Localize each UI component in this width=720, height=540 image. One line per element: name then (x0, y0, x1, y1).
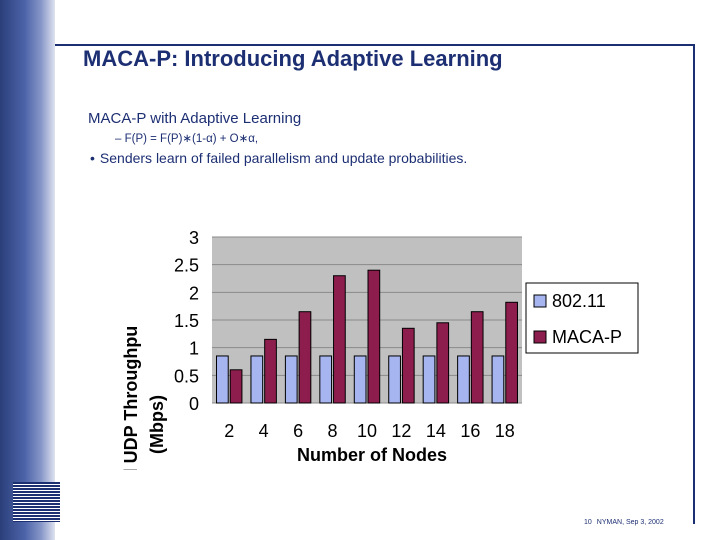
x-tick-label: 8 (328, 421, 338, 441)
x-tick-label: 18 (495, 421, 515, 441)
y-tick-label: 2.5 (174, 256, 199, 276)
legend-swatch-maca-p (533, 330, 547, 344)
legend-label-maca-p: MACA-P (552, 327, 622, 347)
y-tick-label: 0.5 (174, 366, 199, 386)
bar-802-11-2 (216, 355, 229, 404)
y-tick-label: 2 (189, 283, 199, 303)
bar-maca-p-10 (367, 269, 381, 404)
y-tick-labels: 0 0.5 1 1.5 2 2.5 3 (174, 228, 199, 414)
frame-right-rule (693, 44, 695, 524)
legend-label-802-11: 802.11 (552, 291, 606, 311)
gridlines (212, 236, 522, 404)
bar-802-11-4 (250, 355, 264, 404)
y-axis-label-line1: Total UDP Throughpu (121, 326, 141, 470)
x-axis-label: Number of Nodes (297, 445, 447, 465)
x-tick-label: 14 (426, 421, 446, 441)
footer: 10 NYMAN, Sep 3, 2002 (584, 519, 669, 526)
bullet-dot-icon: • (90, 150, 95, 166)
x-tick-label: 12 (391, 421, 411, 441)
bar-802-11-6 (284, 355, 298, 404)
bar-802-11-12 (388, 355, 401, 404)
bar-802-11-16 (457, 355, 470, 404)
footer-author-date: NYMAN, Sep 3, 2002 (596, 519, 664, 526)
bar-maca-p-18 (505, 301, 518, 404)
bar-802-11-14 (422, 355, 436, 404)
y-tick-label: 3 (189, 228, 199, 248)
throughput-chart: 0 0.5 1 1.5 2 2.5 3 2 4 6 8 10 12 14 16 18 Number of N… (121, 228, 639, 470)
bar-802-11-8 (319, 355, 333, 404)
chart-bars (216, 269, 518, 404)
slide-subtitle: MACA-P with Adaptive Learning (88, 110, 302, 127)
bar-maca-p-8 (333, 275, 346, 404)
bullet-item: • Senders learn of failed parallelism and… (90, 150, 467, 166)
slide-number: 10 (584, 519, 592, 526)
bar-maca-p-12 (401, 327, 415, 404)
x-tick-label: 4 (259, 421, 269, 441)
bar-maca-p-6 (298, 311, 312, 404)
bar-maca-p-2 (229, 369, 243, 404)
left-gradient-bar (0, 0, 55, 540)
formula-text: – F(P) = F(P)∗(1-α) + O∗α, (115, 133, 259, 145)
y-tick-label: 0 (189, 394, 199, 414)
bar-maca-p-16 (470, 311, 484, 404)
logo-stripes (13, 482, 60, 522)
bar-802-11-18 (491, 355, 505, 404)
x-tick-labels: 2 4 6 8 10 12 14 16 18 (224, 421, 515, 441)
bar-maca-p-14 (436, 322, 450, 404)
bar-802-11-10 (353, 355, 367, 404)
x-tick-label: 10 (357, 421, 377, 441)
y-tick-label: 1.5 (174, 311, 199, 331)
x-tick-label: 6 (293, 421, 303, 441)
frame-top-rule (55, 44, 695, 46)
x-tick-label: 16 (460, 421, 480, 441)
slide-title: MACA-P: Introducing Adaptive Learning (83, 46, 503, 71)
x-tick-label: 2 (224, 421, 234, 441)
legend-swatch-802-11 (533, 294, 547, 308)
bullet-text: Senders learn of failed parallelism and … (99, 150, 468, 166)
bar-maca-p-4 (264, 338, 277, 404)
y-tick-label: 1 (189, 339, 199, 359)
y-axis-label-line2: (Mbps) (147, 395, 167, 454)
